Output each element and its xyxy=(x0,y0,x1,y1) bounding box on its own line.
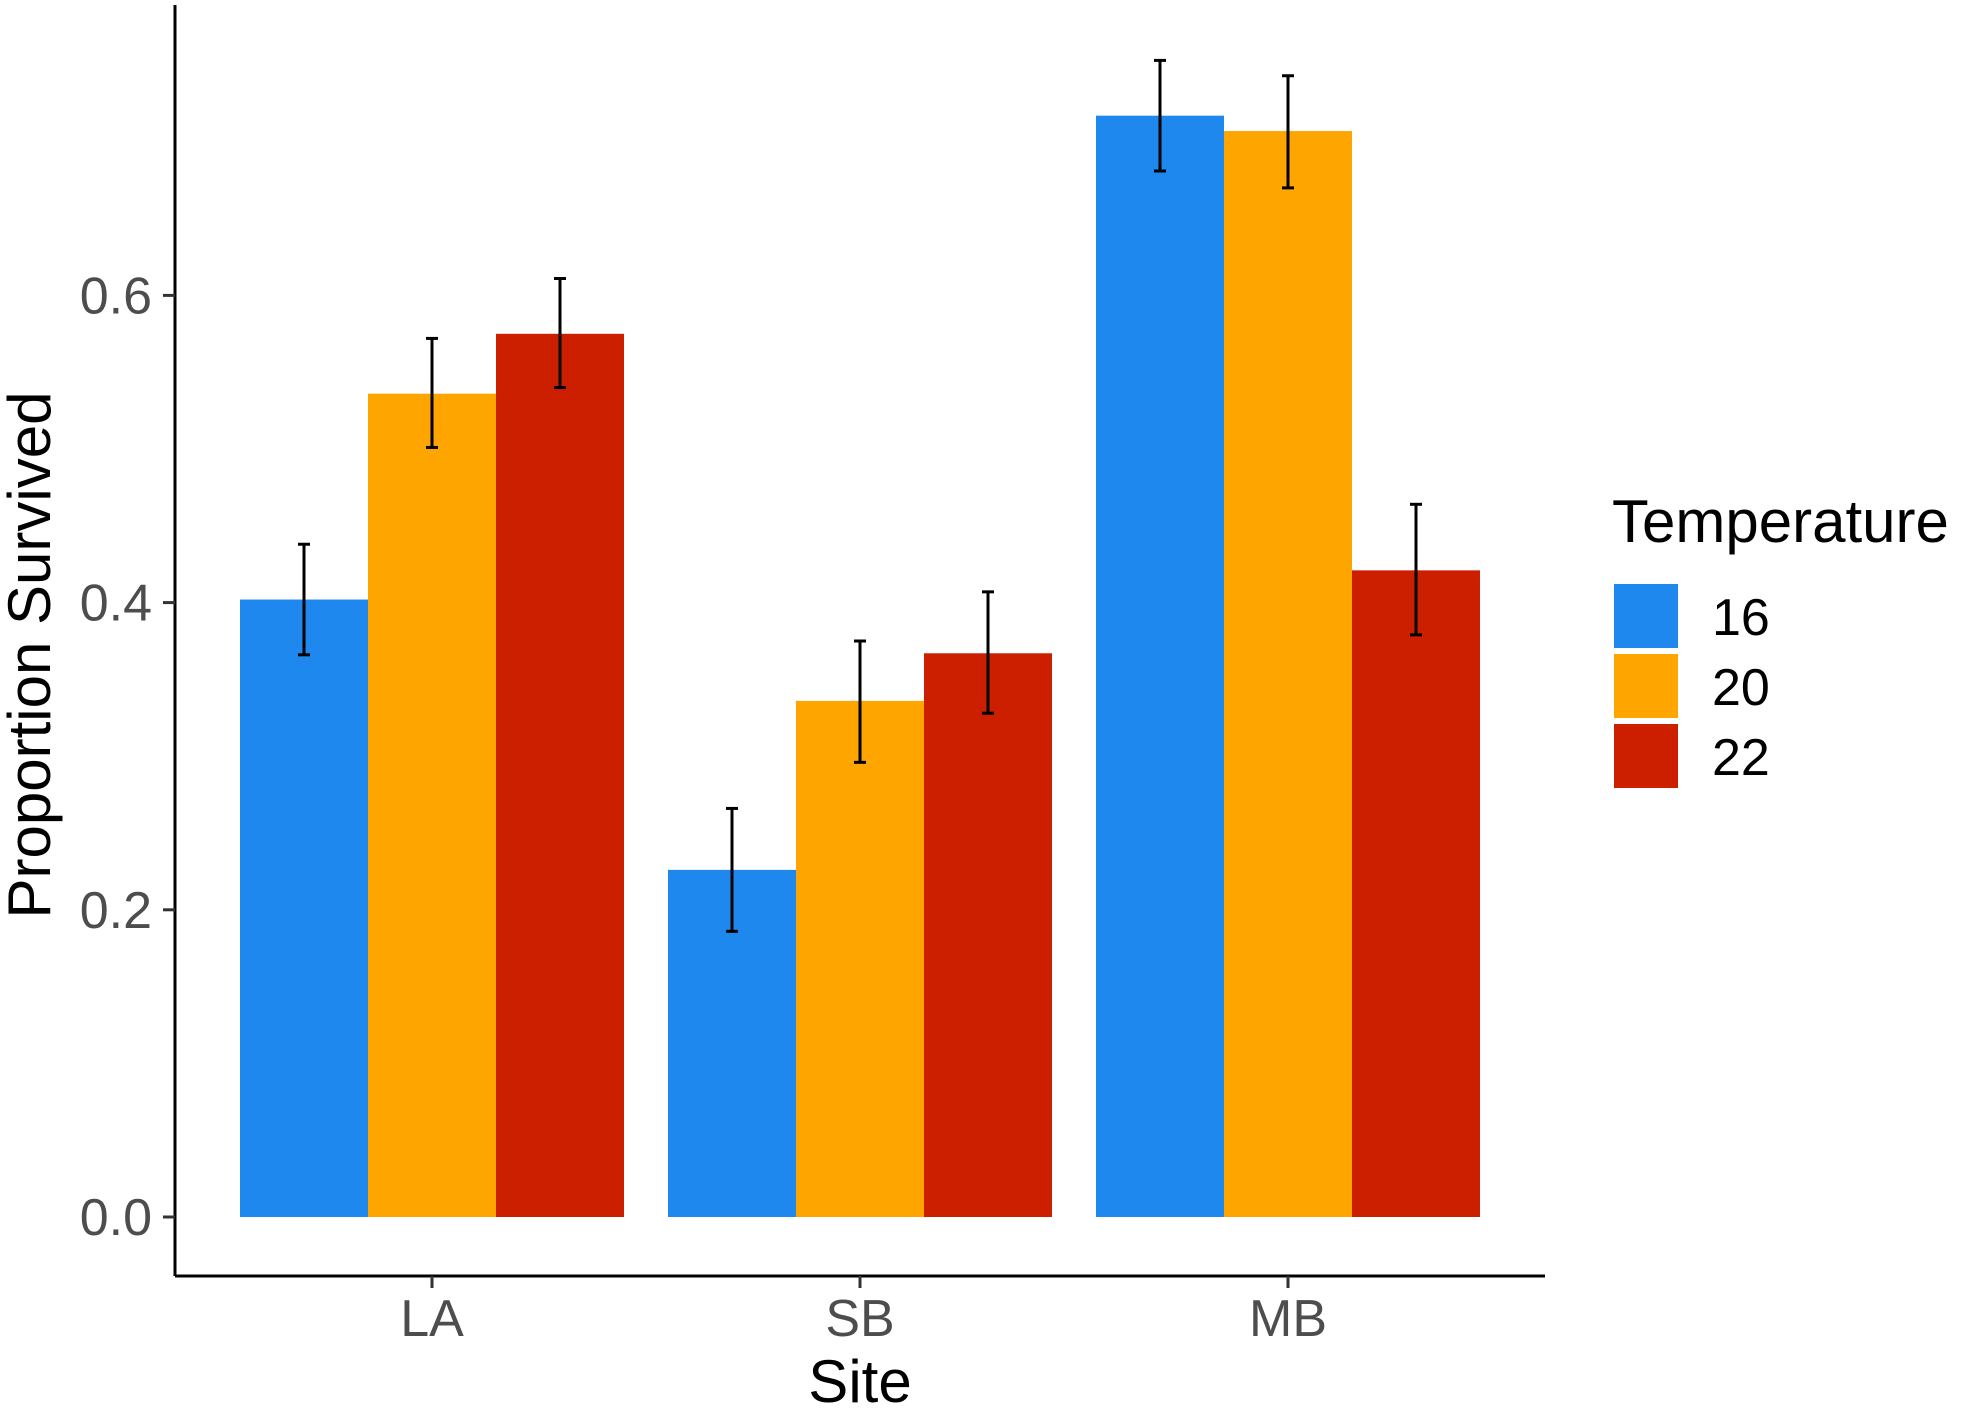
legend-key-22 xyxy=(1614,724,1678,788)
bar-sb-20 xyxy=(796,700,924,1217)
error-bar-mb-16 xyxy=(1154,58,1166,173)
legend-label-20: 20 xyxy=(1712,659,1770,717)
bar-la-22 xyxy=(496,333,624,1217)
legend-key-20 xyxy=(1614,654,1678,718)
x-axis-title: Site xyxy=(808,1348,911,1411)
x-tick-label: MB xyxy=(1249,1290,1327,1348)
bar-mb-16 xyxy=(1096,115,1224,1218)
error-bar-sb-22 xyxy=(982,590,994,715)
error-bar-la-16 xyxy=(298,542,310,657)
legend-label-16: 16 xyxy=(1712,589,1770,647)
y-axis-title: Proportion Survived xyxy=(0,392,63,919)
legend: Temperature 16 20 22 xyxy=(1612,488,1949,788)
y-tick-label: 0.0 xyxy=(80,1189,152,1247)
error-bar-sb-20 xyxy=(854,639,866,764)
bar-la-16 xyxy=(240,599,368,1217)
error-bar-la-22 xyxy=(554,277,566,390)
x-ticks-layer: LA SB MB xyxy=(400,1276,1327,1348)
bars-layer xyxy=(240,115,1480,1218)
x-tick-label: LA xyxy=(400,1290,464,1348)
y-tick-label: 0.2 xyxy=(80,882,152,940)
bar-la-20 xyxy=(368,393,496,1218)
bar-sb-22 xyxy=(924,653,1052,1217)
y-ticks-layer: 0.0 0.2 0.4 0.6 xyxy=(80,267,175,1247)
y-tick-label: 0.6 xyxy=(80,267,152,325)
x-tick-label: SB xyxy=(825,1290,894,1348)
bar-mb-22 xyxy=(1352,570,1480,1217)
legend-title: Temperature xyxy=(1612,488,1949,555)
error-bar-sb-16 xyxy=(726,806,738,933)
error-bar-mb-20 xyxy=(1282,74,1294,190)
error-bar-mb-22 xyxy=(1410,502,1422,637)
y-tick-label: 0.4 xyxy=(80,575,152,633)
legend-key-16 xyxy=(1614,584,1678,648)
bar-mb-20 xyxy=(1224,131,1352,1218)
error-bars-layer xyxy=(298,58,1422,933)
legend-label-22: 22 xyxy=(1712,729,1770,787)
error-bar-la-20 xyxy=(426,336,438,449)
